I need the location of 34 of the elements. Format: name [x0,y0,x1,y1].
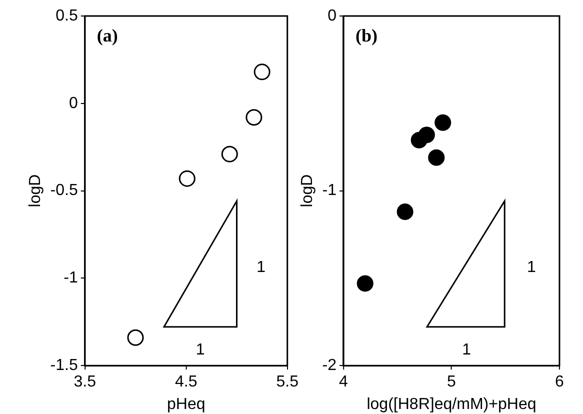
annotation: 1 [256,259,266,276]
x-tick-label: 5 [446,374,456,391]
point [221,146,238,162]
point [127,329,144,346]
y-tick-label: -0.5 [50,182,78,200]
y-tick-label: 0 [327,7,336,24]
x-axis-title: log([H8R]eq/mM)+pHeq [366,396,536,413]
point [246,109,262,126]
y-tick-label: -1 [64,270,78,287]
y-tick-label: -1.5 [50,357,78,374]
y-tick-label: 0 [68,94,78,112]
point [418,126,434,144]
y-tick-label: -2 [322,357,336,374]
annotation: (a) [96,26,118,46]
point [434,114,451,131]
annotation: 1 [526,259,536,276]
x-axis-title: pHeq [166,396,206,413]
x-tick-label: 3.5 [74,374,96,391]
x-tick-label: 4.5 [174,374,198,391]
point [428,149,444,166]
point [396,204,413,220]
y-axis-title: logD [298,174,316,208]
point [356,275,373,292]
x-tick-label: 5.5 [276,374,299,391]
point [178,170,196,187]
annotation: 1 [196,341,205,358]
point [254,64,270,80]
annotation: 1 [462,341,471,358]
y-axis-title: logD [27,174,44,208]
x-tick-label: 4 [338,374,348,391]
annotation: (b) [355,26,378,46]
x-tick-label: 6 [554,374,564,391]
y-tick-label: 0.5 [56,7,78,24]
y-tick-label: -1 [322,182,336,200]
